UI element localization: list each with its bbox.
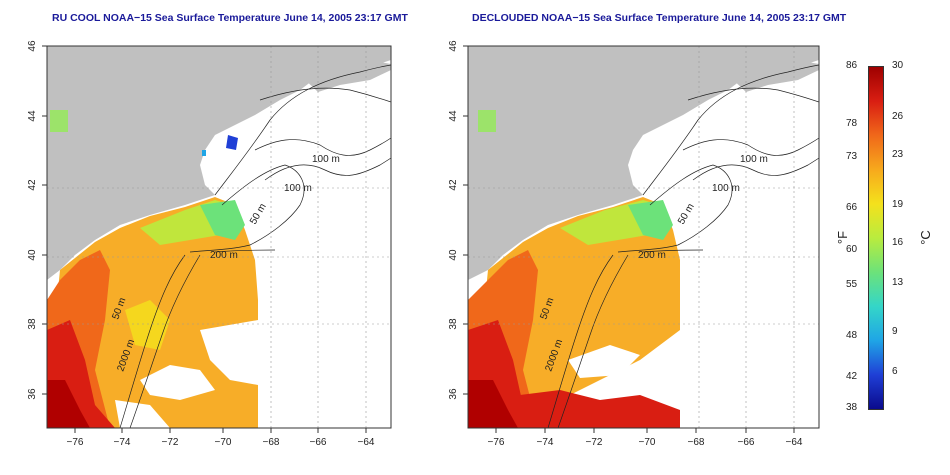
celsius-tick-label: 19 xyxy=(892,199,904,210)
celsius-tick-label: 26 xyxy=(892,111,904,122)
x-tick-label: −74 xyxy=(537,437,554,448)
y-tick-label: 38 xyxy=(27,318,38,330)
celsius-unit-label: °C xyxy=(917,230,933,245)
celsius-tick-label: 6 xyxy=(892,366,898,377)
x-tick-label: −72 xyxy=(162,437,179,448)
y-tick-label: 46 xyxy=(448,40,459,52)
fahrenheit-tick-label: 42 xyxy=(846,371,858,382)
celsius-tick-label: 30 xyxy=(892,60,904,71)
fahrenheit-unit-label: °F xyxy=(835,230,851,245)
x-tick-label: −76 xyxy=(67,437,84,448)
x-tick-label: −64 xyxy=(786,437,803,448)
y-tick-label: 42 xyxy=(27,179,38,191)
x-tick-label: −68 xyxy=(688,437,705,448)
x-tick-label: −64 xyxy=(358,437,375,448)
celsius-tick-label: 13 xyxy=(892,277,904,288)
x-tick-label: −66 xyxy=(738,437,755,448)
fahrenheit-tick-label: 38 xyxy=(846,402,858,413)
y-tick-label: 38 xyxy=(448,318,459,330)
right-map-title: DECLOUDED NOAA−15 Sea Surface Temperatur… xyxy=(472,12,847,24)
celsius-tick-label: 9 xyxy=(892,326,898,337)
fahrenheit-tick-label: 78 xyxy=(846,118,858,129)
svg-text:200 m: 200 m xyxy=(638,250,666,261)
celsius-tick-label: 16 xyxy=(892,237,904,248)
y-tick-label: 46 xyxy=(27,40,38,52)
left-map-axes: −76 −74 −72 −70 −68 −66 −64 46 44 42 40 38 36 xyxy=(27,40,375,448)
left-map-title: RU COOL NOAA−15 Sea Surface Temperature … xyxy=(52,12,408,24)
svg-text:100 m: 100 m xyxy=(740,154,768,165)
y-tick-label: 40 xyxy=(448,249,459,261)
left-map-frame xyxy=(46,45,392,429)
celsius-tick-label: 23 xyxy=(892,149,904,160)
x-tick-label: −76 xyxy=(488,437,505,448)
bathymetry-contours xyxy=(119,64,391,428)
x-tick-label: −72 xyxy=(586,437,603,448)
svg-text:100 m: 100 m xyxy=(284,183,312,194)
right-map-axes: −76 −74 −72 −70 −68 −66 −64 46 44 42 40 38 36 xyxy=(448,40,803,448)
x-tick-label: −70 xyxy=(215,437,232,448)
right-map-frame xyxy=(467,45,820,429)
svg-text:200 m: 200 m xyxy=(210,250,238,261)
svg-text:100 m: 100 m xyxy=(312,154,340,165)
left-map-area: 100 m 100 m 50 m 200 m 50 m 2000 m xyxy=(47,46,391,428)
svg-text:100 m: 100 m xyxy=(712,183,740,194)
y-tick-label: 42 xyxy=(448,179,459,191)
fahrenheit-tick-label: 86 xyxy=(846,60,858,71)
temperature-colorbar xyxy=(868,66,884,410)
fahrenheit-tick-label: 48 xyxy=(846,330,858,341)
x-tick-label: −70 xyxy=(639,437,656,448)
x-tick-label: −68 xyxy=(263,437,280,448)
y-tick-label: 36 xyxy=(27,388,38,400)
fahrenheit-tick-label: 73 xyxy=(846,151,858,162)
fahrenheit-tick-label: 55 xyxy=(846,279,858,290)
y-tick-label: 40 xyxy=(27,249,38,261)
y-tick-label: 44 xyxy=(448,110,459,122)
y-tick-label: 44 xyxy=(27,110,38,122)
fahrenheit-tick-label: 66 xyxy=(846,202,858,213)
y-tick-label: 36 xyxy=(448,388,459,400)
fahrenheit-tick-label: 60 xyxy=(846,244,858,255)
x-tick-label: −74 xyxy=(114,437,131,448)
right-map-area: 100 m 100 m 50 m 200 m 50 m 2000 m xyxy=(468,46,819,428)
x-tick-label: −66 xyxy=(310,437,327,448)
land-mass xyxy=(47,46,391,280)
